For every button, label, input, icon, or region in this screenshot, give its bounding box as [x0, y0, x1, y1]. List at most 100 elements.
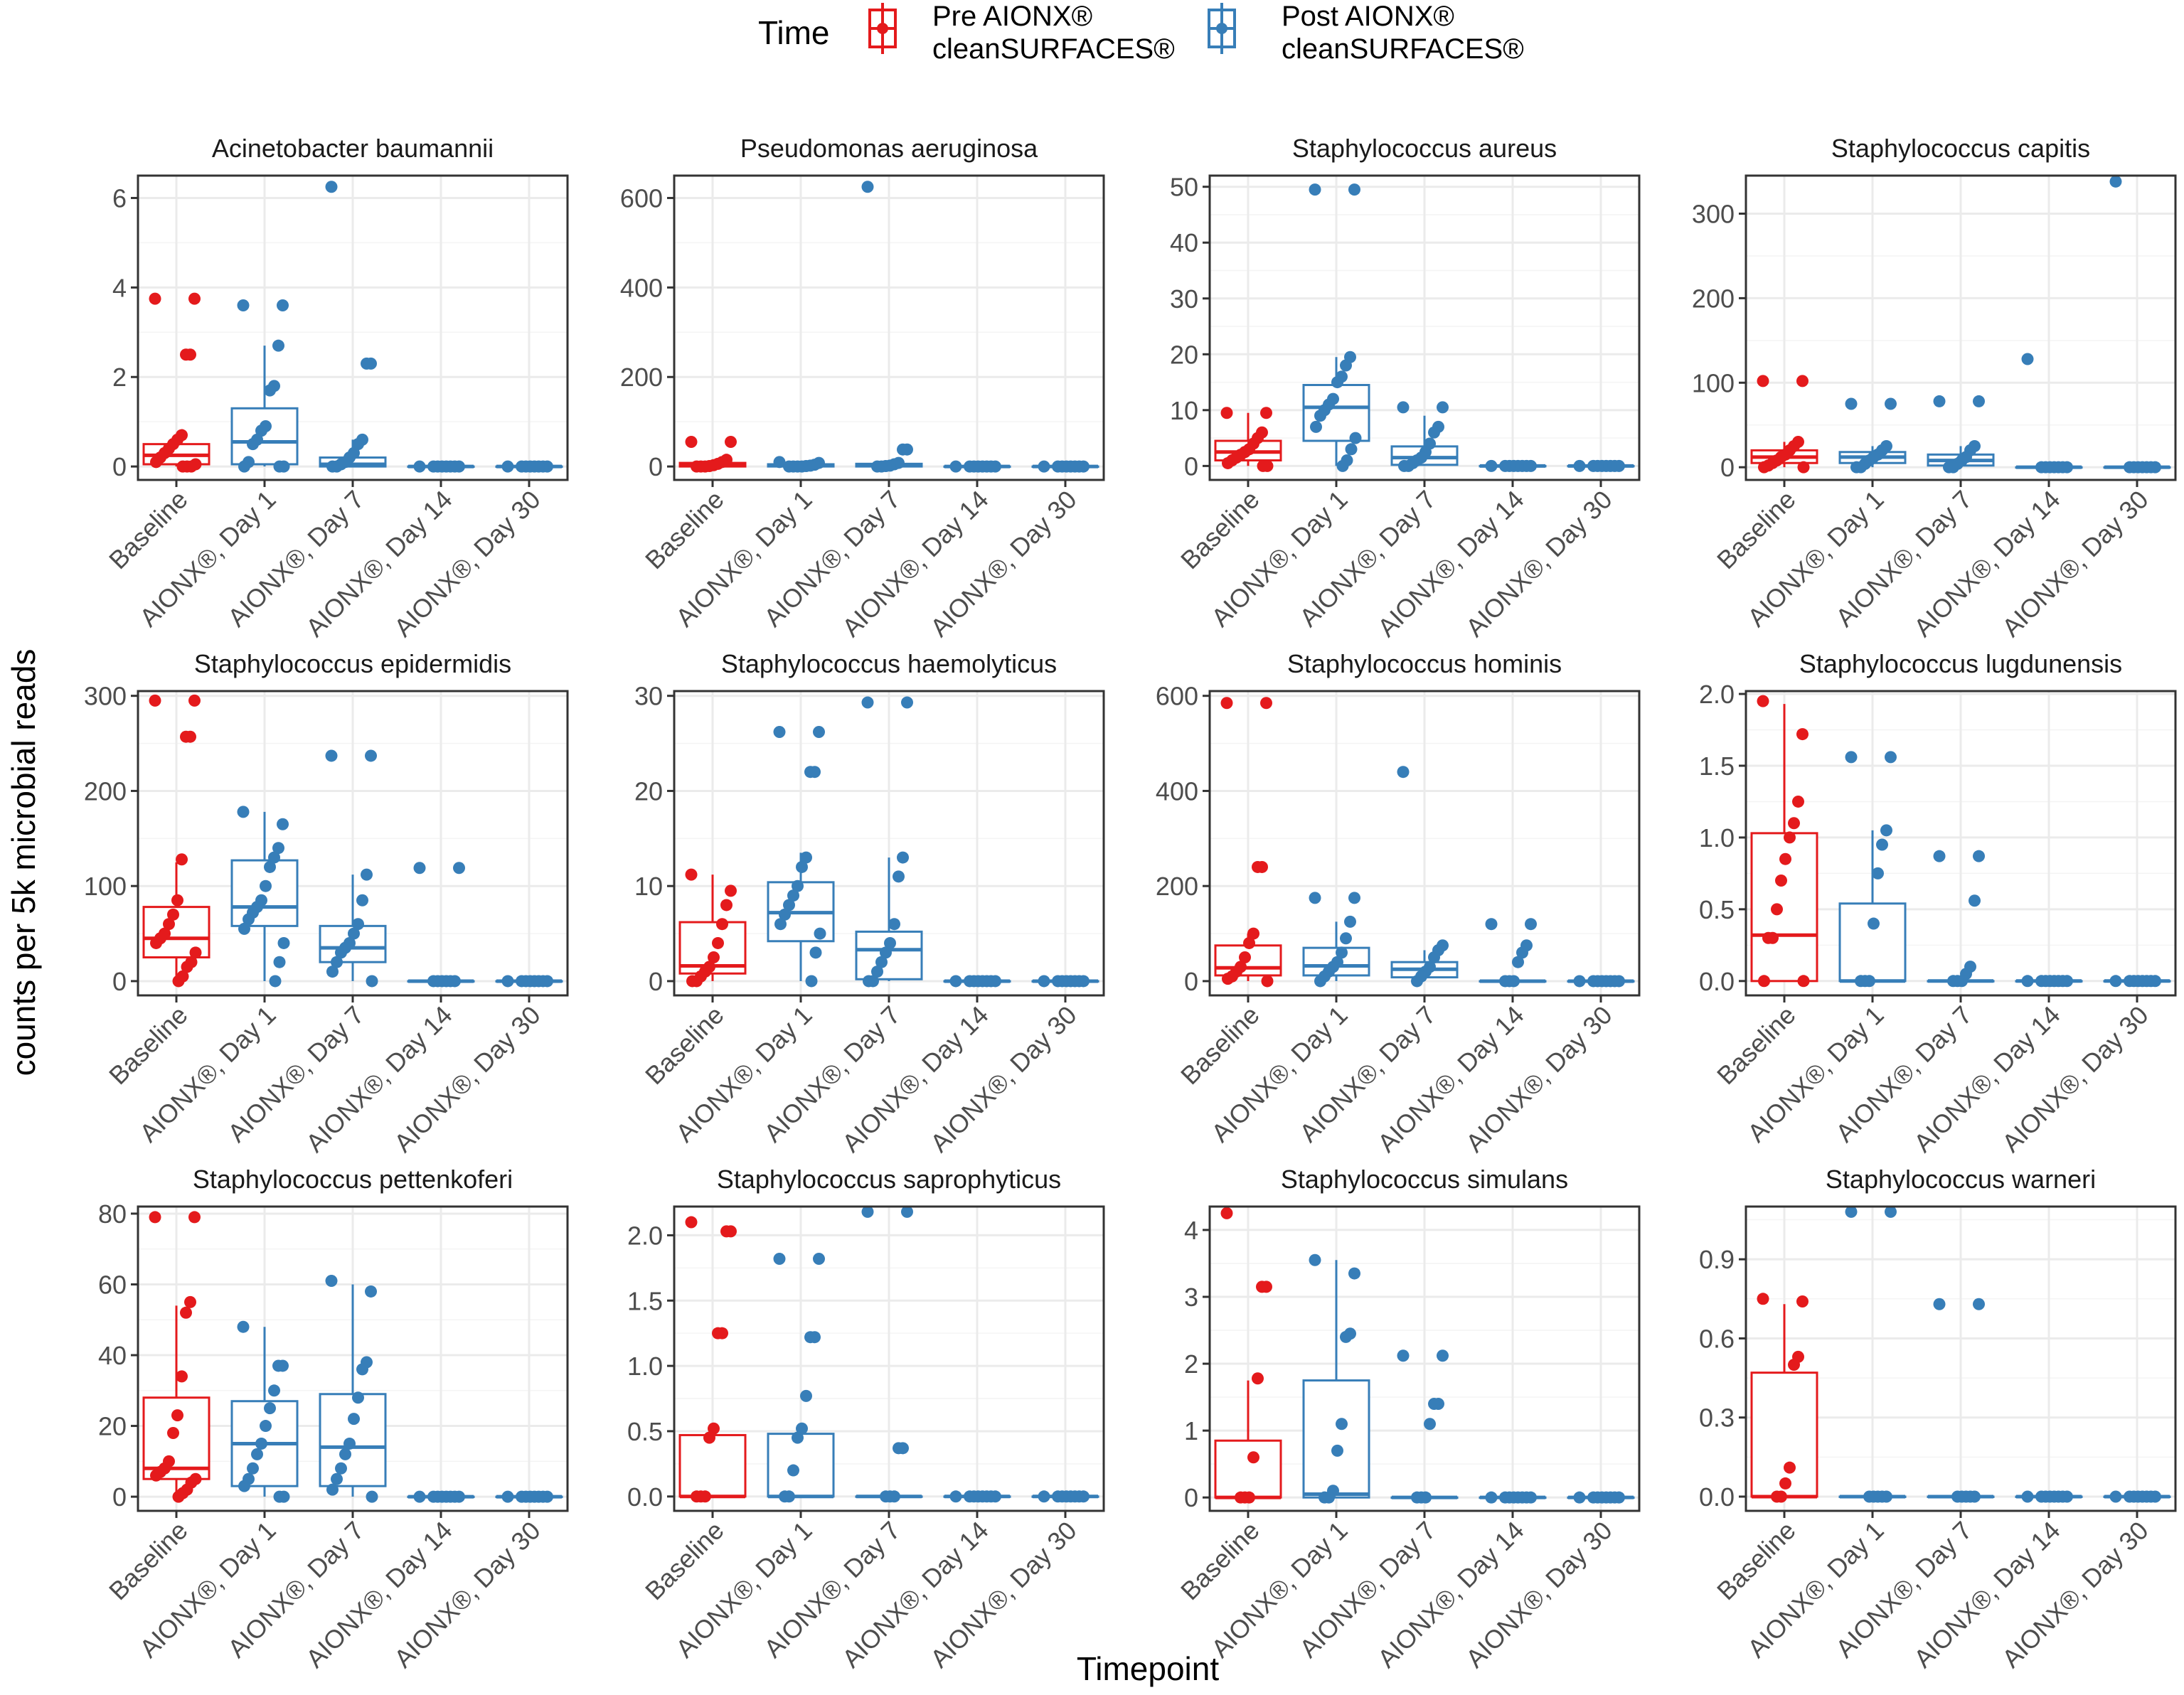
data-point	[779, 908, 791, 921]
data-point	[171, 894, 183, 907]
data-point	[150, 936, 162, 949]
data-point	[501, 460, 514, 473]
data-point	[1933, 850, 1946, 862]
data-point	[1260, 697, 1272, 710]
data-point	[365, 749, 377, 762]
data-point	[176, 853, 188, 866]
data-point	[2109, 1490, 2122, 1503]
data-point	[888, 918, 900, 931]
data-point	[1845, 751, 1858, 764]
data-point	[181, 961, 193, 973]
legend-label-pre-line2: cleanSURFACES®	[932, 33, 1175, 65]
data-point	[1340, 1330, 1352, 1343]
panel-title: Staphylococcus epidermidis	[194, 649, 511, 678]
data-point	[1573, 1491, 1586, 1504]
box-group	[1214, 407, 1282, 472]
box-group	[1031, 1490, 1099, 1503]
data-point	[861, 181, 874, 193]
box-group	[495, 975, 563, 988]
data-point	[1573, 459, 1586, 472]
box-group	[1927, 1298, 1995, 1503]
data-point	[1525, 918, 1537, 931]
data-point	[2124, 1490, 2136, 1503]
box-group	[1390, 1349, 1459, 1504]
data-point	[1573, 975, 1586, 988]
legend-title: Time	[758, 14, 830, 51]
data-point	[1587, 975, 1599, 988]
data-point	[348, 1413, 360, 1426]
data-point	[813, 726, 825, 739]
legend-key-point-pre	[877, 23, 888, 34]
data-point	[361, 357, 373, 370]
data-point	[237, 299, 250, 312]
data-point	[773, 456, 786, 469]
y-tick-label: 100	[84, 872, 127, 901]
y-tick-label: 0.3	[1699, 1403, 1735, 1433]
data-point	[180, 730, 192, 743]
box-group	[142, 1211, 211, 1503]
y-tick-label: 4	[1184, 1216, 1198, 1245]
data-point	[1951, 1490, 1964, 1503]
data-point	[1348, 892, 1360, 904]
box-iqr	[767, 1433, 835, 1498]
data-point	[814, 927, 826, 940]
data-point	[1309, 183, 1321, 196]
data-point	[964, 1490, 976, 1503]
data-point	[861, 696, 874, 709]
data-point	[880, 1490, 892, 1503]
data-point	[1973, 850, 1985, 862]
data-point	[1876, 838, 1888, 851]
data-point	[339, 1448, 351, 1460]
box-iqr	[1214, 1439, 1282, 1499]
data-point	[413, 460, 426, 473]
box-group	[1031, 975, 1099, 988]
data-point	[773, 726, 786, 739]
data-point	[1314, 410, 1326, 422]
data-point	[1485, 459, 1498, 472]
data-point	[1038, 975, 1050, 988]
data-point	[176, 1370, 188, 1383]
y-tick-label: 1.0	[1699, 823, 1735, 852]
data-point	[863, 975, 875, 988]
data-point	[1052, 460, 1064, 473]
data-point	[272, 339, 284, 352]
data-point	[783, 899, 795, 911]
panel-title: Staphylococcus capitis	[1831, 134, 2090, 163]
y-tick-label: 600	[620, 183, 663, 213]
data-point	[1411, 1491, 1423, 1504]
data-point	[188, 1211, 201, 1224]
data-point	[686, 975, 698, 988]
data-point	[2124, 461, 2136, 474]
data-point	[272, 1359, 284, 1372]
data-point	[685, 436, 698, 448]
data-point	[800, 1389, 812, 1402]
box-group	[1927, 850, 1995, 988]
data-point	[1345, 443, 1358, 456]
y-tick-label: 2	[1184, 1349, 1198, 1379]
data-point	[1771, 1490, 1783, 1503]
y-tick-label: 400	[620, 273, 663, 302]
data-point	[331, 1472, 343, 1485]
data-point	[188, 292, 201, 305]
box-iqr	[1838, 902, 1907, 983]
box-group	[1390, 401, 1459, 472]
data-point	[1340, 932, 1352, 945]
data-point	[1943, 461, 1955, 474]
y-tick-label: 0	[112, 452, 127, 481]
data-point	[1485, 1491, 1498, 1504]
data-point	[1336, 1418, 1348, 1431]
data-point	[1340, 359, 1352, 372]
data-point	[356, 1363, 368, 1376]
box-group	[230, 806, 299, 988]
data-point	[366, 975, 378, 988]
box-group	[495, 460, 563, 473]
data-point	[1779, 1477, 1791, 1490]
data-point	[2021, 975, 2034, 988]
data-point	[1792, 795, 1804, 808]
data-point	[1779, 852, 1791, 865]
y-tick-label: 40	[1170, 228, 1198, 257]
box-group	[1838, 1205, 1907, 1503]
data-point	[188, 694, 201, 707]
data-point	[255, 424, 267, 437]
data-point	[796, 1422, 808, 1435]
